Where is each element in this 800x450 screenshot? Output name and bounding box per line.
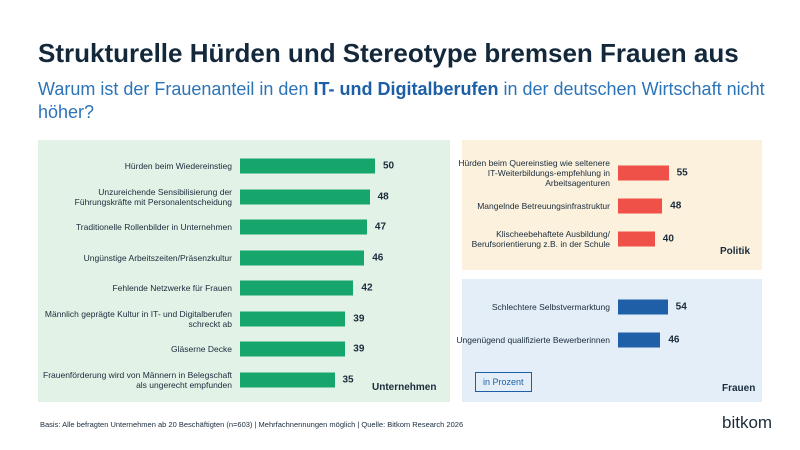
bar — [240, 250, 365, 265]
chart-title: Unternehmen — [372, 382, 437, 393]
category-label: Gläserne Decke — [171, 344, 232, 354]
subtitle-part: Warum ist der Frauenanteil in den — [38, 79, 314, 99]
category-label: Klischeebehaftete Ausbildung/ Berufsorie… — [471, 229, 610, 249]
bar — [618, 165, 669, 181]
bar — [240, 341, 346, 357]
category-label: Ungünstige Arbeitszeiten/Präsenzkultur — [83, 252, 232, 263]
category-label: Unzureichende Sensibilisierung der Führu… — [74, 186, 232, 207]
bar — [240, 219, 367, 235]
subtitle-part: IT- und Digitalberufen — [313, 79, 499, 99]
value-label: 46 — [668, 334, 680, 346]
value-label: 55 — [676, 167, 688, 179]
value-label: 47 — [374, 221, 387, 233]
value-label: 39 — [353, 313, 365, 324]
bar — [240, 372, 335, 387]
value-label: 42 — [361, 282, 373, 294]
value-label: 40 — [662, 233, 674, 245]
title: Strukturelle Hürden und Stereotype brems… — [38, 38, 739, 68]
chart-title: Frauen — [722, 383, 756, 394]
chart-title: Politik — [720, 246, 751, 257]
panel-unternehmen — [38, 140, 450, 402]
category-label: Fehlende Netzwerke für Frauen — [112, 283, 232, 293]
category-label: Mangelnde Betreuungsinfrastruktur — [477, 201, 610, 211]
bar — [618, 332, 661, 348]
category-label: Ungenügend qualifizierte Bewerberinnen — [456, 335, 610, 345]
panel-politik — [462, 140, 762, 270]
category-label: Männlich geprägte Kultur in IT- und Digi… — [44, 308, 232, 329]
bar — [618, 231, 655, 247]
value-label: 50 — [383, 160, 395, 172]
source: Basis: Alle befragten Unternehmen ab 20 … — [40, 420, 464, 429]
bar — [240, 280, 354, 296]
category-label: Schlechtere Selbstvermarktung — [491, 302, 610, 312]
bar — [618, 198, 663, 214]
value-label: 48 — [377, 191, 389, 202]
subtitle: Warum ist der Frauenanteil in den IT- un… — [38, 78, 768, 124]
bar — [240, 158, 375, 174]
bar — [618, 299, 668, 315]
value-label: 39 — [353, 343, 365, 355]
value-label: 54 — [675, 301, 687, 313]
value-label: 46 — [372, 252, 384, 263]
category-label: Traditionelle Rollenbilder in Unternehme… — [75, 222, 232, 232]
category-label: Frauenförderung wird von Männern in Bele… — [43, 369, 232, 390]
logo: bitkom — [722, 413, 773, 432]
value-label: 35 — [342, 374, 354, 385]
note: in Prozent — [475, 372, 532, 392]
bar — [240, 311, 346, 326]
bar — [240, 189, 370, 204]
subtitle-part: in der deutschen Wirtschaft nicht höher? — [38, 79, 765, 122]
value-label: 48 — [670, 200, 682, 212]
category-label: Hürden beim Wiedereinstieg — [124, 161, 232, 171]
category-label: Hürden beim Quereinstieg wie seltenere I… — [458, 158, 610, 188]
